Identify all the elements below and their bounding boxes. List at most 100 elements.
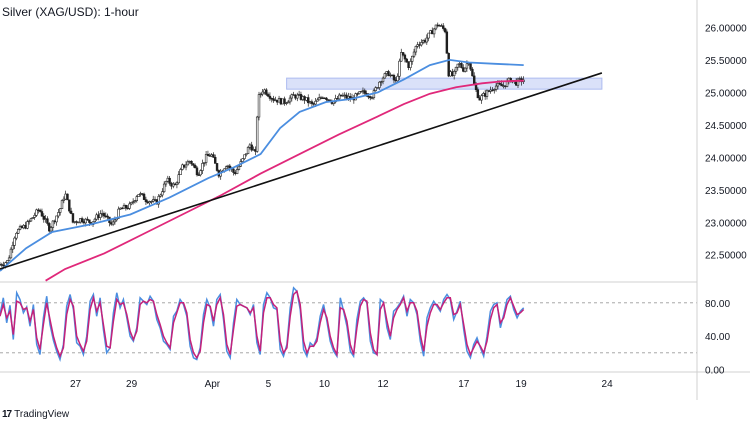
- candle-body: [442, 25, 445, 29]
- candle-body: [58, 208, 62, 213]
- candle-body: [175, 182, 179, 185]
- candle-body: [474, 84, 478, 91]
- trendline-layer: [0, 72, 603, 270]
- candle-body: [268, 95, 272, 99]
- candle-body: [38, 209, 42, 212]
- candle-body: [62, 198, 66, 201]
- candle-body: [494, 85, 498, 90]
- candle-body: [400, 52, 403, 62]
- candle-body: [237, 165, 241, 170]
- candle-body: [42, 215, 45, 220]
- stochastic-tick-label: 40.00: [705, 332, 730, 343]
- tradingview-brand[interactable]: 17 TradingView: [2, 409, 69, 420]
- candle-body: [195, 167, 199, 176]
- candle-body: [307, 97, 310, 104]
- candle-body: [443, 28, 447, 33]
- candle-body: [130, 202, 133, 205]
- candle-body: [162, 183, 166, 193]
- candle-body: [55, 215, 58, 223]
- candle-body: [392, 75, 396, 81]
- candle-body: [471, 68, 474, 77]
- time-tick-label: 29: [126, 379, 138, 390]
- candle-body: [235, 169, 239, 174]
- candle-body: [283, 98, 286, 104]
- moving-averages-layer: [0, 58, 524, 282]
- stochastic-d-line: [0, 289, 525, 360]
- candle-body: [124, 204, 128, 209]
- candle-body: [272, 98, 275, 101]
- candle-body: [68, 199, 71, 212]
- candle-body: [192, 163, 195, 166]
- candle-body: [500, 83, 503, 87]
- candle-body: [215, 163, 219, 171]
- candle-body: [206, 153, 210, 156]
- tradingview-logo-icon: 17: [2, 409, 12, 420]
- candle-body: [88, 219, 91, 223]
- candle-body: [405, 58, 408, 63]
- price-tick-label: 24.00000: [705, 153, 747, 164]
- candle-body: [113, 219, 117, 223]
- candle-body: [201, 163, 204, 171]
- candle-body: [80, 218, 84, 223]
- time-tick-label: 12: [377, 379, 389, 390]
- candle-body: [31, 217, 35, 219]
- candle-body: [133, 200, 137, 203]
- time-tick-label: 24: [602, 379, 614, 390]
- candle-body: [6, 260, 9, 264]
- candle-body: [232, 168, 235, 173]
- candle-body: [137, 194, 140, 197]
- candle-body: [387, 71, 390, 77]
- candle-body: [496, 83, 500, 87]
- candle-body: [164, 180, 168, 185]
- candle-body: [265, 89, 268, 95]
- candle-body: [190, 160, 193, 165]
- candle-body: [60, 200, 64, 209]
- axes-layer: 26.00000 25.50000 25.00000 24.50000 24.00000…: [0, 0, 750, 400]
- price-tick-label: 24.50000: [705, 121, 747, 132]
- candle-body: [338, 94, 341, 100]
- candle-body: [296, 94, 299, 99]
- candle-body: [463, 67, 467, 72]
- candle-body: [186, 161, 190, 166]
- candle-body: [480, 95, 483, 101]
- candle-body: [452, 71, 456, 76]
- brand-name: TradingView: [14, 409, 70, 420]
- candle-body: [310, 101, 314, 104]
- candle-body: [203, 162, 206, 164]
- candle-body: [184, 164, 188, 168]
- time-tick-label: 19: [516, 379, 528, 390]
- candle-body: [469, 63, 472, 70]
- time-tick-label: Apr: [205, 379, 221, 390]
- candle-body: [57, 212, 60, 217]
- candle-body: [356, 93, 359, 95]
- candle-body: [447, 52, 450, 77]
- candle-body: [398, 60, 401, 77]
- stochastic-tick-label: 80.00: [705, 299, 730, 310]
- candle-body: [460, 63, 463, 68]
- candle-body: [288, 97, 292, 103]
- candle-body: [409, 61, 412, 68]
- candle-body: [374, 87, 377, 91]
- candle-body: [493, 89, 496, 91]
- candle-body: [261, 91, 264, 95]
- candle-body: [212, 154, 215, 158]
- candle-body: [250, 144, 253, 151]
- candle-body: [224, 166, 228, 170]
- candle-body: [285, 102, 288, 105]
- price-tick-label: 26.00000: [705, 23, 747, 34]
- candle-body: [314, 100, 317, 105]
- candle-body: [476, 89, 480, 99]
- candle-body: [369, 96, 372, 99]
- time-tick-label: 10: [319, 379, 331, 390]
- candle-body: [142, 193, 146, 200]
- price-tick-label: 23.00000: [705, 218, 747, 229]
- candle-body: [414, 46, 418, 53]
- candle-body: [13, 237, 16, 246]
- candle-body: [27, 220, 31, 223]
- candle-body: [485, 90, 489, 97]
- candle-body: [177, 174, 180, 184]
- candle-body: [427, 32, 430, 39]
- price-tick-label: 25.00000: [705, 88, 747, 99]
- candle-body: [66, 193, 69, 201]
